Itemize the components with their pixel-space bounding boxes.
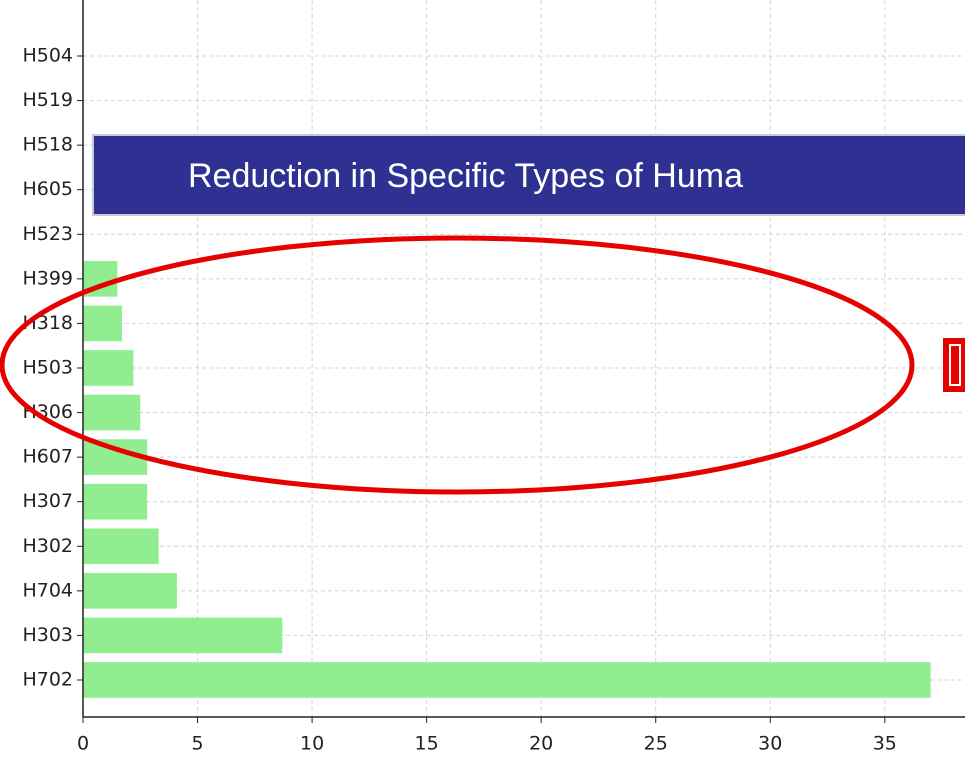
bar (83, 305, 122, 342)
y-tick-label: H605 (22, 178, 73, 200)
y-tick-label: H503 (22, 356, 73, 378)
bar (83, 394, 141, 431)
y-tick-label: H504 (22, 45, 73, 67)
banner-text: Reduction in Specific Types of Huma (188, 157, 743, 195)
x-tick-label: 30 (758, 733, 782, 755)
y-tick-label: H704 (22, 579, 73, 601)
bar (83, 617, 283, 654)
red-mark (943, 338, 965, 392)
bar (83, 483, 148, 520)
x-tick-label: 35 (873, 733, 897, 755)
y-tick-label: H303 (22, 624, 73, 646)
y-tick-label: H302 (22, 535, 73, 557)
bars (83, 261, 931, 698)
y-tick-label: H399 (22, 267, 73, 289)
y-tick-label: H518 (22, 134, 73, 156)
bar (83, 573, 177, 609)
y-tick-label: H306 (22, 401, 73, 423)
y-tick-label: H702 (22, 668, 73, 690)
y-tick-label: H307 (22, 490, 73, 512)
x-tick-label: 15 (415, 733, 439, 755)
y-tick-label: H607 (22, 446, 73, 468)
x-tick-label: 20 (529, 733, 553, 755)
x-tick-label: 25 (644, 733, 668, 755)
labels: 0 5 10 15 20 25 30 35 H504 H519 H518 H605 H523 H399 H3… (22, 45, 896, 755)
y-tick-label: H523 (22, 223, 73, 245)
x-tick-label: 5 (191, 733, 203, 755)
x-tick-label: 10 (300, 733, 324, 755)
y-tick-label: H519 (22, 89, 73, 111)
bar (83, 350, 134, 386)
highlight-ellipse (0, 235, 915, 495)
bar (83, 662, 931, 698)
title-banner (92, 134, 965, 216)
bar (83, 528, 159, 565)
grid (82, 0, 965, 717)
x-tick-label: 0 (77, 733, 89, 755)
red-mark-inner (949, 344, 961, 386)
